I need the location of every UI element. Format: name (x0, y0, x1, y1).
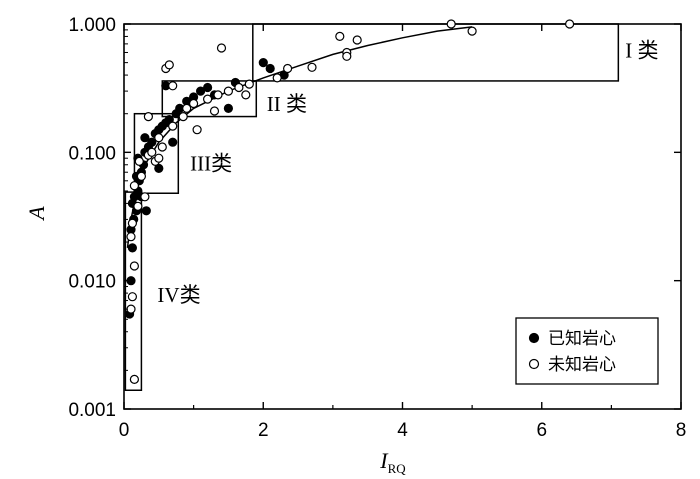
point-known-core (154, 163, 164, 173)
point-unknown-core (126, 304, 136, 314)
point-unknown-core (335, 31, 345, 42)
x-tick-label: 0 (119, 420, 130, 441)
point-unknown-core (129, 374, 139, 384)
x-axis-label-subscript: RQ (388, 461, 407, 476)
class-label-1: I 类 (625, 38, 658, 62)
point-unknown-core (213, 90, 223, 100)
x-tick-label: 2 (258, 420, 269, 441)
x-tick-label: 4 (397, 420, 408, 441)
point-known-core (141, 206, 151, 216)
class-label-4: IV类 (157, 283, 200, 307)
point-unknown-core (127, 218, 137, 228)
point-unknown-core (234, 82, 244, 93)
point-unknown-core (189, 98, 199, 109)
point-unknown-core (140, 192, 150, 202)
point-unknown-core (157, 142, 167, 152)
point-known-core (203, 82, 213, 93)
point-known-core (127, 243, 137, 253)
point-known-core (265, 63, 275, 74)
point-unknown-core (307, 62, 317, 72)
point-unknown-core (136, 171, 146, 181)
point-unknown-core (223, 86, 233, 96)
trend-line (126, 26, 473, 248)
point-unknown-core (129, 181, 139, 191)
point-unknown-core (209, 106, 220, 116)
point-unknown-core (446, 19, 456, 29)
point-known-core (168, 137, 178, 147)
point-known-core (196, 86, 206, 96)
point-unknown-core (133, 201, 143, 211)
y-tick-label: 0.100 (68, 143, 116, 164)
point-unknown-core (342, 51, 352, 61)
point-unknown-core (192, 125, 202, 135)
axis-ticks: 0 2 4 6 8 0.001 0.010 0.100 1.000 (68, 15, 686, 441)
legend-marker (528, 358, 540, 370)
point-unknown-core (126, 232, 136, 242)
point-unknown-core (178, 111, 188, 122)
class-boxes: I 类 II 类 III类 IV类 (124, 23, 659, 391)
point-unknown-core (134, 156, 144, 166)
point-unknown-core (241, 90, 251, 100)
point-unknown-core (168, 121, 178, 131)
y-tick-label: 0.010 (68, 272, 116, 293)
point-unknown-core (143, 111, 153, 122)
class-label-3: III类 (190, 152, 232, 176)
x-axis-label: IRQ (379, 448, 406, 476)
class-box-2 (161, 80, 258, 118)
point-unknown-core (127, 292, 137, 302)
trend-curve (126, 26, 473, 248)
point-known-core (258, 57, 268, 68)
class-box-1 (252, 23, 620, 82)
point-unknown-core (283, 63, 293, 74)
y-tick-label: 0.001 (68, 400, 116, 421)
point-known-core (223, 103, 233, 114)
y-tick-label: 1.000 (68, 15, 116, 36)
point-unknown-core (216, 43, 227, 53)
class-label-2: II 类 (267, 92, 307, 116)
class-box-4 (124, 191, 143, 391)
point-unknown-core (272, 73, 282, 83)
x-tick-label: 6 (536, 420, 547, 441)
point-unknown-core (564, 19, 575, 29)
y-axis-label: A (24, 206, 49, 222)
point-unknown-core (154, 133, 164, 143)
point-unknown-core (147, 147, 157, 157)
point-unknown-core (352, 35, 362, 45)
point-unknown-core (129, 261, 139, 271)
class-box-3 (133, 112, 180, 194)
point-unknown-core (244, 79, 254, 89)
point-unknown-core (467, 26, 477, 36)
x-axis-label-main: I (379, 448, 389, 473)
x-tick-label: 8 (676, 420, 687, 441)
data-points (125, 19, 575, 384)
legend-entry-label: 未知岩心 (548, 355, 616, 375)
legend-entry-label: 已知岩心 (548, 329, 616, 349)
point-unknown-core (203, 94, 213, 104)
point-known-core (147, 137, 157, 147)
point-unknown-core (154, 153, 164, 163)
legend-marker (528, 332, 540, 344)
legend-box (515, 317, 659, 385)
point-unknown-core (164, 60, 174, 70)
point-known-core (140, 133, 150, 143)
point-unknown-core (182, 103, 192, 114)
point-unknown-core (168, 81, 178, 91)
